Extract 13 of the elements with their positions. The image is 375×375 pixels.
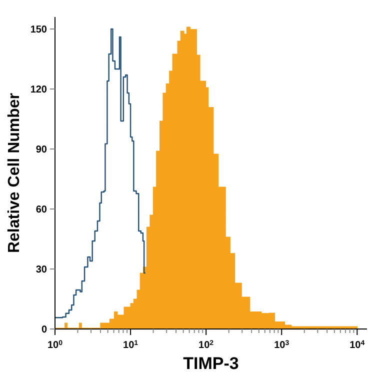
x-tick-label: 10$^{2}$ [198, 340, 214, 351]
x-tick-label: 10$^{3}$ [274, 340, 290, 351]
y-tick-label: 120 [30, 84, 48, 96]
x-tick-label: 10$^{4}$ [350, 340, 365, 351]
y-tick-label: 30 [36, 264, 48, 276]
y-tick-label: 60 [36, 204, 48, 216]
x-axis-title: TIMP-3 [183, 354, 239, 373]
y-tick-label: 90 [36, 144, 48, 156]
y-axis-title: Relative Cell Number [6, 92, 23, 254]
y-tick-label: 0 [41, 324, 48, 336]
x-tick-label: 10$^{1}$ [123, 340, 138, 351]
y-tick-label: 150 [30, 24, 48, 36]
x-tick-label: 10$^{0}$ [47, 340, 63, 351]
